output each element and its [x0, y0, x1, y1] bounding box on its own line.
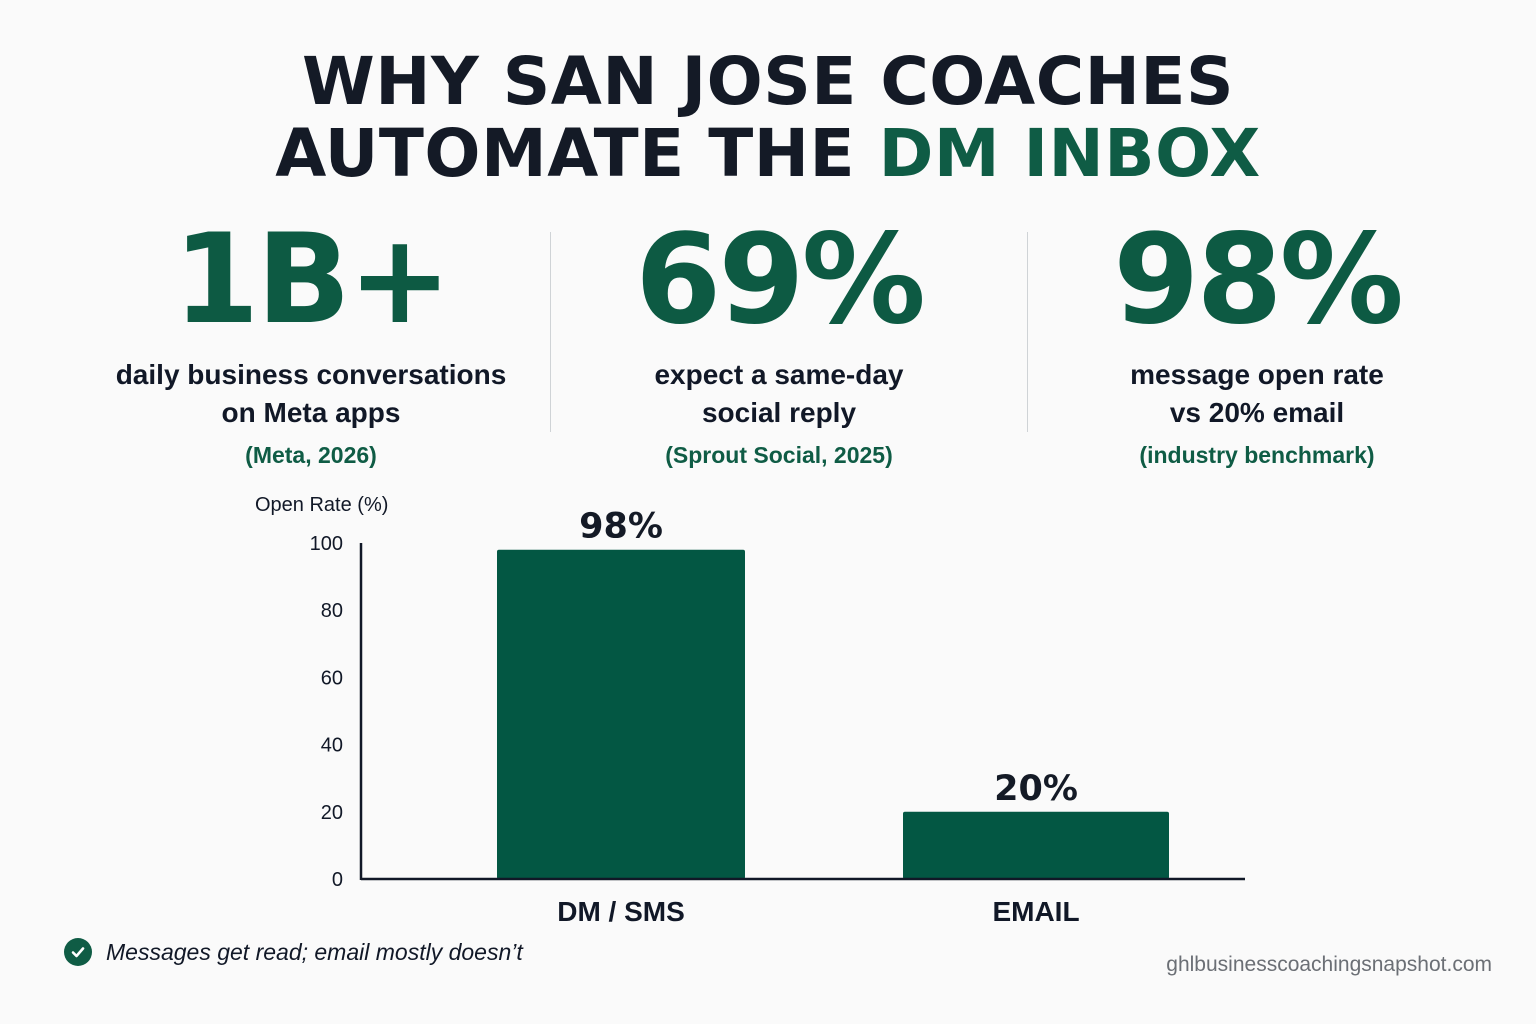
title-line-1: WHY SAN JOSE COACHES — [301, 43, 1235, 120]
stat-open-rate: 98% message open rate vs 20% email (indu… — [1022, 206, 1492, 470]
y-tick-label: 100 — [310, 533, 343, 555]
stat-description-line-1: message open rate — [1130, 359, 1384, 390]
stat-description-line-2: vs 20% email — [1169, 397, 1345, 428]
stat-description: daily business conversations on Meta app… — [76, 356, 546, 432]
stat-divider — [550, 232, 551, 432]
y-axis-label: Open Rate (%) — [255, 494, 388, 516]
stat-description-line-2: social reply — [701, 397, 857, 428]
stat-source: (Sprout Social, 2025) — [665, 442, 893, 468]
y-tick-label: 0 — [332, 869, 343, 891]
stat-conversations: 1B+ daily business conversations on Meta… — [76, 206, 546, 470]
stat-value: 69% — [635, 208, 926, 352]
stat-description: expect a same-day social reply — [544, 356, 1014, 432]
y-tick-label: 60 — [321, 667, 343, 689]
bar-dm-sms — [497, 549, 745, 879]
page-title: WHY SAN JOSE COACHES AUTOMATE THE DM INB… — [0, 46, 1536, 190]
bar-email — [903, 811, 1169, 879]
y-tick-label: 80 — [321, 600, 343, 622]
y-tick-label: 20 — [321, 802, 343, 824]
title-accent: DM INBOX — [878, 115, 1261, 192]
bar-data-label: 20% — [994, 769, 1078, 809]
open-rate-bar-chart: Open Rate (%) 0 20 40 60 80 100 98% DM / SMS 20% E… — [255, 494, 1245, 927]
footnote: Messages get read; email mostly doesn’t — [64, 938, 523, 966]
stat-description-line-2: on Meta apps — [221, 397, 401, 428]
stat-same-day-reply: 69% expect a same-day social reply (Spro… — [544, 206, 1014, 470]
stat-description-line-1: daily business conversations — [115, 359, 507, 390]
stat-divider — [1027, 232, 1028, 432]
stat-description: message open rate vs 20% email — [1022, 356, 1492, 432]
stat-source: (industry benchmark) — [1139, 442, 1375, 468]
title-line-2: AUTOMATE THE DM INBOX — [0, 118, 1536, 190]
stat-value: 1B+ — [173, 208, 452, 352]
x-category-label: EMAIL — [992, 896, 1079, 927]
stat-description-line-1: expect a same-day — [654, 359, 904, 390]
stat-source: (Meta, 2026) — [245, 442, 377, 468]
check-circle-icon — [64, 938, 92, 966]
footer-site-url: ghlbusinesscoachingsnapshot.com — [1166, 953, 1492, 976]
y-tick-label: 40 — [321, 735, 343, 757]
x-category-label: DM / SMS — [557, 896, 685, 927]
bar-data-label: 98% — [579, 507, 663, 547]
stat-value: 98% — [1113, 208, 1404, 352]
footnote-text: Messages get read; email mostly doesn’t — [106, 938, 523, 965]
title-line-2-text: AUTOMATE THE — [275, 115, 856, 192]
